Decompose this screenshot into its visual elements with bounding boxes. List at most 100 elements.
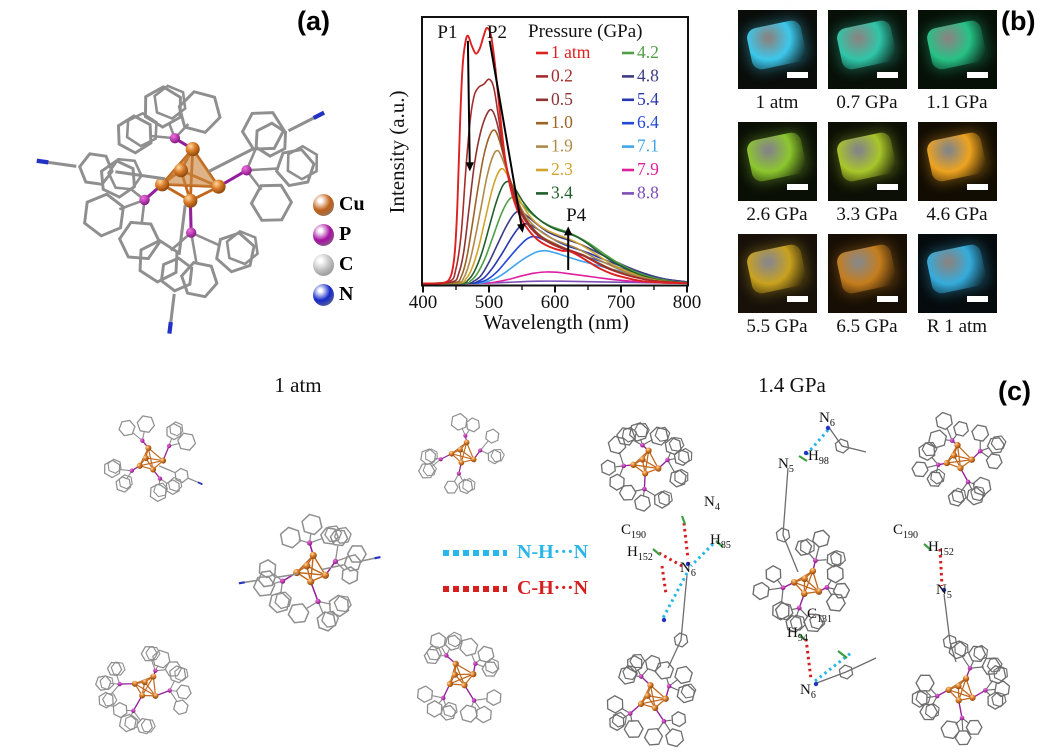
atom-label-N5: N5	[778, 456, 794, 475]
legend-cu: Cu	[313, 193, 365, 216]
annotation-P2: P2	[487, 22, 507, 43]
nitrogen-atom-mark	[803, 450, 809, 456]
nitrogen-atom-mark	[661, 617, 667, 623]
scale-bar	[877, 72, 898, 78]
photo-pressure-label: 4.6 GPa	[926, 204, 988, 225]
spectra-plot-area	[423, 27, 688, 285]
crystal	[925, 18, 988, 72]
crystal-photo	[738, 234, 817, 313]
crystal-photo	[828, 122, 907, 201]
legend-entry: 6.4	[637, 112, 659, 132]
annotation-P1: P1	[437, 22, 457, 43]
atom-label-N4: N4	[704, 494, 720, 513]
crystal-photo	[738, 122, 817, 201]
hbond-legend-row: C-H···N	[443, 577, 588, 600]
atom-label-H152: H152	[928, 539, 954, 558]
x-tick-label: 400	[409, 292, 438, 313]
photo-pressure-label: 0.7 GPa	[836, 92, 898, 113]
trend-arrow	[488, 40, 523, 228]
molecule-cluster	[416, 631, 502, 724]
hbond-dotted-line	[689, 542, 715, 568]
spectrum-curve-2.3	[423, 167, 688, 285]
cu-atom-icon	[313, 193, 334, 216]
spectrum-curve-1-atm	[423, 27, 688, 285]
crystal	[745, 18, 808, 72]
pyridyl-chain	[813, 657, 877, 685]
x-axis-label: Wavelength (nm)	[483, 310, 629, 334]
crystal-photo	[918, 10, 997, 89]
legend-p: P	[313, 223, 351, 246]
trend-arrow-head	[564, 226, 573, 236]
crystal	[925, 130, 988, 184]
photo-pressure-label: 3.3 GPa	[836, 204, 898, 225]
pyridyl-chain	[827, 425, 867, 454]
atom-label-C131: C131	[807, 606, 833, 625]
scale-bar	[967, 184, 988, 190]
crystal	[835, 18, 898, 72]
spectrum-curve-7.9	[423, 271, 688, 285]
crystal	[835, 130, 898, 184]
n-atom-icon	[313, 283, 334, 306]
crystal	[835, 242, 898, 296]
photo-pressure-label: 1.1 GPa	[926, 92, 988, 113]
hbond-legend-row: N-H···N	[443, 541, 588, 564]
panel-c-label: (c)	[998, 376, 1031, 406]
nitrogen-atom-mark	[813, 681, 819, 687]
legend-symbol: N	[339, 283, 354, 305]
trend-arrow-head	[465, 162, 474, 172]
molecule-cluster	[752, 529, 851, 633]
legend-entry: 1.9	[551, 136, 573, 156]
crystal	[745, 242, 808, 296]
scale-bar	[787, 184, 808, 190]
scale-bar	[877, 296, 898, 302]
hbond-dotted-line	[660, 565, 668, 595]
crystal-photo	[828, 10, 907, 89]
legend-entry: 3.4	[551, 182, 573, 202]
crystal-photo	[828, 234, 907, 313]
crystal-photo	[918, 122, 997, 201]
scale-bar	[967, 72, 988, 78]
legend-entry: 1.0	[551, 112, 573, 132]
atom-label-C190: C190	[621, 522, 647, 541]
scale-bar	[787, 296, 808, 302]
legend-n: N	[313, 283, 353, 306]
hbond-dotted-line	[804, 638, 813, 680]
pyridyl-chain	[942, 593, 958, 663]
molecule-cluster	[417, 412, 505, 495]
photo-pressure-label: 2.6 GPa	[746, 204, 808, 225]
hbond-dotted-line	[682, 522, 690, 560]
panel-a-molecule	[36, 84, 326, 334]
panel-c-right-title: 1.4 GPa	[758, 373, 826, 397]
panel-b-label: (b)	[1001, 6, 1036, 36]
atom-label-N6: N6	[800, 682, 816, 701]
x-tick-label: 700	[607, 292, 636, 313]
legend-entry: 7.1	[637, 136, 659, 156]
hydrogen-stick	[715, 540, 724, 548]
atom-label-N6: N6	[680, 560, 696, 579]
hbond-dotted-line	[658, 551, 683, 568]
photo-pressure-label: 6.5 GPa	[836, 316, 898, 337]
hydrogen-stick	[798, 633, 806, 641]
dashed-line-icon	[443, 549, 507, 556]
hydrogen-stick	[652, 548, 661, 556]
legend-entry: 2.3	[551, 159, 573, 179]
legend-entry: 5.4	[637, 89, 659, 109]
hydrogen-stick	[837, 650, 848, 659]
p-atom-icon	[313, 223, 334, 246]
nitrogen-atom-mark	[941, 587, 947, 593]
legend-entry: 7.9	[637, 159, 659, 179]
hydrogen-stick	[798, 455, 808, 462]
panel-c-left-title: 1 atm	[274, 373, 322, 397]
molecule-cluster	[911, 411, 1007, 507]
legend-entry: 8.8	[637, 182, 659, 202]
legend-title: Pressure (GPa)	[528, 21, 643, 42]
photo-pressure-label: 1 atm	[755, 92, 799, 113]
dashed-line-icon	[443, 585, 507, 592]
atom-label-H98: H98	[808, 448, 829, 467]
hbond-legend-label: C-H···N	[517, 577, 589, 599]
legend-c: C	[313, 253, 353, 276]
atom-label-H152: H152	[627, 544, 653, 563]
legend-entry: 4.2	[637, 42, 659, 62]
scale-bar	[877, 184, 898, 190]
legend-symbol: C	[339, 253, 354, 275]
